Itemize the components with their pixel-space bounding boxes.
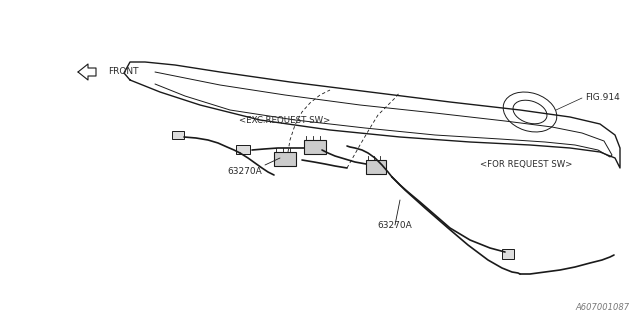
Bar [236, 145, 250, 154]
Bar [502, 249, 514, 259]
Text: 63270A: 63270A [228, 167, 262, 177]
Bar [366, 160, 386, 174]
Bar [172, 131, 184, 139]
Text: <FOR REQUEST SW>: <FOR REQUEST SW> [480, 161, 572, 170]
Text: FIG.914: FIG.914 [585, 93, 620, 102]
Text: A607001087: A607001087 [576, 303, 630, 312]
Bar [304, 140, 326, 154]
Text: <EXC.REQUEST SW>: <EXC.REQUEST SW> [239, 116, 331, 124]
Bar [274, 152, 296, 166]
Text: FRONT: FRONT [108, 68, 138, 76]
Text: 63270A: 63270A [378, 220, 412, 229]
